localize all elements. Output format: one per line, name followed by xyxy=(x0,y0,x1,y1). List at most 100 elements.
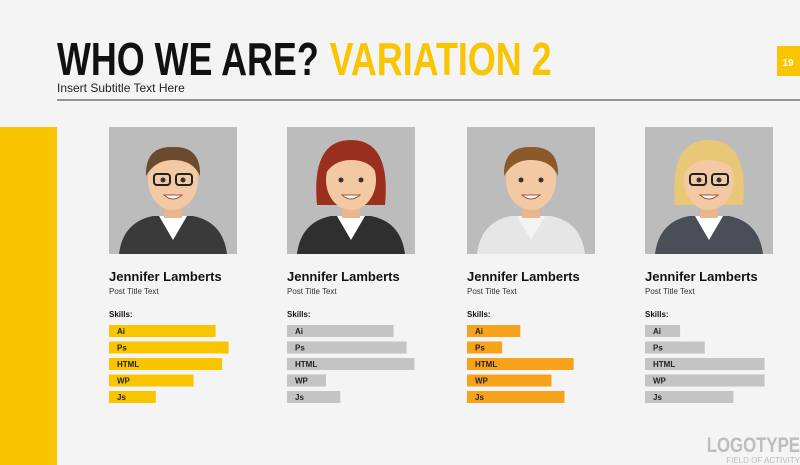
member-name: Jennifer Lamberts xyxy=(287,269,400,284)
skill-bar xyxy=(109,391,156,403)
hair xyxy=(681,146,737,176)
skill-name: Js xyxy=(295,393,304,402)
shirt xyxy=(337,216,365,240)
eye xyxy=(338,177,344,183)
avatar xyxy=(287,127,415,254)
skill-name: HTML xyxy=(653,360,675,369)
skill-bar xyxy=(287,325,394,337)
skill-name: Ai xyxy=(475,327,483,336)
skill-name: Ai xyxy=(295,327,303,336)
head xyxy=(148,150,198,210)
eye xyxy=(160,177,166,183)
skill-bar xyxy=(467,391,565,403)
skill-name: HTML xyxy=(117,360,139,369)
avatar xyxy=(467,127,595,254)
title: WHO WE ARE? VARIATION 2 xyxy=(57,34,552,85)
head xyxy=(684,150,734,210)
skills-label: Skills: xyxy=(467,310,491,319)
avatar xyxy=(109,127,237,254)
skill-bar xyxy=(287,374,326,387)
skill-name: Js xyxy=(117,393,126,402)
skill-bar xyxy=(109,374,194,387)
skill-bar xyxy=(467,374,552,387)
page-badge xyxy=(777,46,800,76)
skill-name: WP xyxy=(295,377,309,386)
skill-name: WP xyxy=(653,377,667,386)
member-name: Jennifer Lamberts xyxy=(467,269,580,284)
skill-name: HTML xyxy=(295,360,317,369)
skills-label: Skills: xyxy=(287,310,311,319)
eye xyxy=(358,177,364,183)
skill-bar xyxy=(645,374,765,387)
eye xyxy=(180,177,186,183)
skill-name: Ai xyxy=(117,327,125,336)
shirt xyxy=(517,216,545,240)
shirt xyxy=(695,216,723,240)
skill-bar xyxy=(645,391,734,403)
member-name: Jennifer Lamberts xyxy=(645,269,758,284)
member-card: Jennifer Lamberts Post Title Text Skills: A… xyxy=(645,127,773,403)
glasses xyxy=(711,173,729,186)
skill-name: HTML xyxy=(475,360,497,369)
title-main: WHO WE ARE? VARIATION 2 xyxy=(57,34,552,85)
skill-name: Ps xyxy=(653,344,663,353)
members: Jennifer Lamberts Post Title Text Skills: A… xyxy=(109,127,773,403)
glasses xyxy=(689,173,707,186)
skill-bar xyxy=(467,358,574,370)
member-post: Post Title Text xyxy=(109,287,159,296)
member-card: Jennifer Lamberts Post Title Text Skills: A… xyxy=(109,127,237,403)
avatar xyxy=(645,127,773,254)
skill-name: Ai xyxy=(653,327,661,336)
glasses xyxy=(175,173,193,186)
title-main-text: WHO WE ARE? xyxy=(57,34,319,85)
skill-name: WP xyxy=(475,377,489,386)
skill-bar xyxy=(287,391,341,403)
glasses xyxy=(153,173,171,186)
subtitle: Insert Subtitle Text Here xyxy=(57,81,185,95)
skill-bar xyxy=(287,358,415,370)
skill-name: Js xyxy=(475,393,484,402)
skill-bar xyxy=(109,325,216,337)
member-post: Post Title Text xyxy=(467,287,517,296)
skill-name: Ps xyxy=(117,344,127,353)
skills-label: Skills: xyxy=(645,310,669,319)
hair xyxy=(323,146,379,176)
skill-bar xyxy=(467,341,503,354)
hair xyxy=(145,146,201,176)
head xyxy=(506,150,556,210)
skill-bar xyxy=(109,358,223,370)
member-card: Jennifer Lamberts Post Title Text Skills: A… xyxy=(287,127,415,403)
member-card: Jennifer Lamberts Post Title Text Skills: A… xyxy=(467,127,595,403)
skill-name: Js xyxy=(653,393,662,402)
side-accent xyxy=(0,127,57,465)
skill-name: Ps xyxy=(475,344,485,353)
page-number: 19 xyxy=(782,58,794,69)
shirt xyxy=(159,216,187,240)
eye xyxy=(696,177,702,183)
mouth xyxy=(162,194,184,200)
title-accent: VARIATION 2 xyxy=(330,34,552,85)
eye xyxy=(716,177,722,183)
skill-bar xyxy=(645,358,765,370)
skill-bar xyxy=(287,341,407,354)
skills-label: Skills: xyxy=(109,310,133,319)
member-post: Post Title Text xyxy=(645,287,695,296)
hair xyxy=(503,146,559,176)
skill-bar xyxy=(645,341,705,354)
tagline: FIELD OF ACTIVITY xyxy=(726,456,800,465)
skill-bar xyxy=(109,341,229,354)
skill-bar xyxy=(645,325,681,337)
skill-name: WP xyxy=(117,377,131,386)
mouth xyxy=(698,194,720,200)
eye xyxy=(518,177,524,183)
head xyxy=(326,150,376,210)
mouth xyxy=(520,194,542,200)
skill-name: Ps xyxy=(295,344,305,353)
eye xyxy=(538,177,544,183)
mouth xyxy=(340,194,362,200)
skill-bar xyxy=(467,325,521,337)
member-post: Post Title Text xyxy=(287,287,337,296)
member-name: Jennifer Lamberts xyxy=(109,269,222,284)
logo: LOGOTYPE xyxy=(707,434,800,457)
